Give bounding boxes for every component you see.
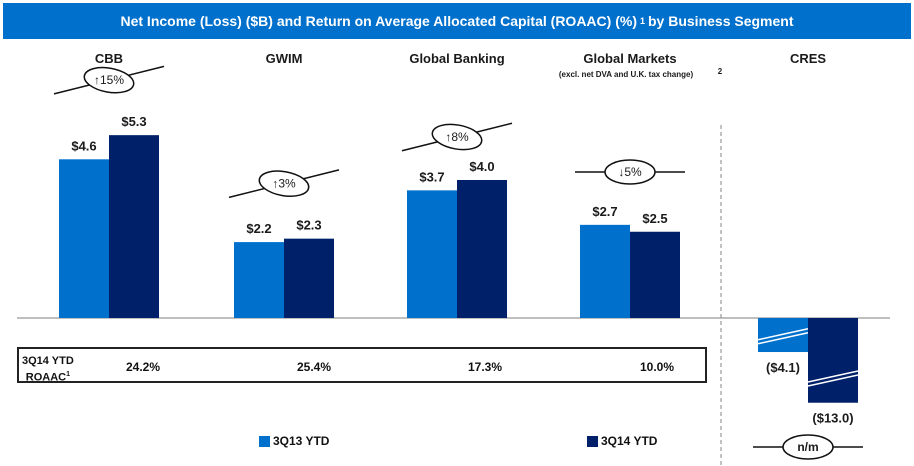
data-label-3q14-ytd-cbb: $5.3 bbox=[121, 114, 146, 129]
data-label-3q13-ytd-global-markets: $2.7 bbox=[592, 204, 617, 219]
axis-break-mark-3q14-ytd bbox=[807, 370, 859, 383]
chart-title-suffix: by Business Segment bbox=[648, 13, 794, 29]
change-callout-global-banking bbox=[431, 123, 483, 151]
category-label-global-markets: Global Markets bbox=[583, 51, 676, 66]
change-text-global-markets: ↓5% bbox=[618, 165, 642, 179]
legend-label-3q14: 3Q14 YTD bbox=[601, 434, 658, 448]
legend-label-3q13: 3Q13 YTD bbox=[273, 434, 330, 448]
change-callout-cres bbox=[782, 434, 834, 460]
axis-break-mark-3q13-ytd bbox=[757, 327, 809, 341]
chart-title: Net Income (Loss) ($B) and Return on Ave… bbox=[120, 13, 637, 29]
axis-break-mark-3q13-ytd bbox=[757, 331, 809, 345]
category-subtitle-global-markets: (excl. net DVA and U.K. tax change) bbox=[559, 70, 694, 79]
bar-3q13-ytd-cbb bbox=[59, 159, 109, 318]
data-label-3q14-ytd-cres: ($13.0) bbox=[812, 411, 853, 426]
bar-3q13-ytd-global-markets bbox=[580, 224, 630, 318]
change-callout-cbb bbox=[83, 66, 135, 94]
legend-swatch-3q13 bbox=[259, 435, 270, 447]
axis-break-mark-3q14-ytd bbox=[807, 374, 859, 387]
data-label-3q13-ytd-global-banking: $3.7 bbox=[419, 169, 444, 184]
bar-3q14-ytd-global-markets bbox=[630, 231, 680, 318]
change-text-gwim: ↑3% bbox=[272, 177, 296, 191]
category-label-cres: CRES bbox=[790, 51, 826, 66]
change-text-cres: n/m bbox=[797, 440, 818, 454]
roaac-value-cbb: 24.2% bbox=[126, 360, 161, 374]
change-text-cbb: ↑15% bbox=[94, 73, 124, 87]
change-callout-gwim bbox=[258, 170, 310, 197]
data-label-3q13-ytd-cres: ($4.1) bbox=[766, 360, 800, 375]
chart-title-banner: Net Income (Loss) ($B) and Return on Ave… bbox=[3, 3, 911, 39]
data-label-3q13-ytd-cbb: $4.6 bbox=[71, 138, 96, 153]
roaac-value-global-banking: 17.3% bbox=[468, 360, 503, 374]
data-label-3q14-ytd-global-markets: $2.5 bbox=[642, 211, 667, 226]
roaac-box bbox=[17, 347, 707, 383]
bar-3q14-ytd-gwim bbox=[284, 238, 334, 318]
bar-3q13-ytd-gwim bbox=[234, 242, 284, 318]
roaac-label-line2: ROAAC bbox=[25, 371, 67, 384]
legend-swatch-3q14 bbox=[587, 435, 598, 447]
data-label-3q14-ytd-global-banking: $4.0 bbox=[469, 159, 494, 174]
category-label-gwim: GWIM bbox=[266, 51, 303, 66]
roaac-label-line1: 3Q14 YTD bbox=[22, 355, 74, 367]
title-footnote: 1 bbox=[639, 16, 645, 26]
bar-3q14-ytd-cres bbox=[808, 318, 858, 403]
data-label-3q13-ytd-gwim: $2.2 bbox=[246, 221, 271, 236]
bar-3q14-ytd-global-banking bbox=[457, 180, 507, 318]
legend-item-3q14: 3Q14 YTD bbox=[587, 434, 657, 448]
change-text-global-banking: ↑8% bbox=[445, 130, 469, 144]
change-callout-global-markets bbox=[604, 159, 656, 185]
category-label-cbb: CBB bbox=[95, 51, 123, 66]
category-label-global-banking: Global Banking bbox=[409, 51, 504, 66]
legend-item-3q13: 3Q13 YTD bbox=[259, 434, 329, 448]
roaac-value-global-markets: 10.0% bbox=[640, 360, 675, 374]
roaac-header: 3Q14 YTD ROAAC1 bbox=[22, 354, 74, 385]
roaac-value-gwim: 25.4% bbox=[297, 360, 332, 374]
bar-3q14-ytd-cbb bbox=[109, 135, 159, 318]
data-label-3q14-ytd-gwim: $2.3 bbox=[296, 218, 321, 233]
roaac-footnote: 1 bbox=[66, 371, 71, 378]
bar-3q13-ytd-global-banking bbox=[407, 190, 457, 318]
category-footnote-global-markets: 2 bbox=[718, 67, 723, 76]
